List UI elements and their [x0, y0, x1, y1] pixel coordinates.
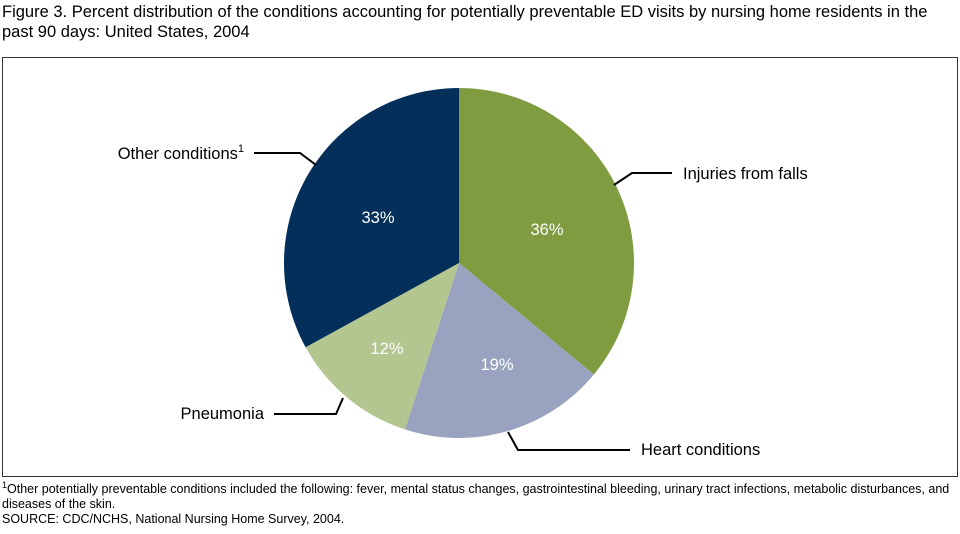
slice-value-label: 19%: [480, 356, 513, 374]
source-note: SOURCE: CDC/NCHS, National Nursing Home …: [2, 512, 345, 526]
footnote-text: Other potentially preventable conditions…: [2, 482, 950, 511]
footnote-marker: 1: [2, 479, 8, 490]
slice-value-label: 33%: [361, 209, 394, 227]
footnote: 1Other potentially preventable condition…: [2, 479, 952, 527]
leader-line: [507, 431, 630, 451]
slice-label: Other conditions1: [118, 143, 244, 163]
chart-frame: [2, 57, 958, 477]
figure-title: Figure 3. Percent distribution of the co…: [2, 3, 928, 41]
slice-label: Pneumonia: [181, 405, 265, 423]
pie-slice-other-conditions: [284, 88, 459, 348]
pie-slice-heart-conditions: [404, 263, 594, 438]
slice-value-label: 36%: [530, 221, 563, 239]
pie-slice-pneumonia: [305, 263, 459, 430]
slice-value-label: 12%: [370, 340, 403, 358]
slice-label: Injuries from falls: [683, 165, 808, 183]
pie-slice-injuries-from-falls: [459, 88, 635, 375]
leader-line: [254, 152, 317, 166]
slice-label: Heart conditions: [641, 441, 760, 459]
leader-line: [613, 172, 672, 186]
leader-line: [274, 397, 344, 415]
